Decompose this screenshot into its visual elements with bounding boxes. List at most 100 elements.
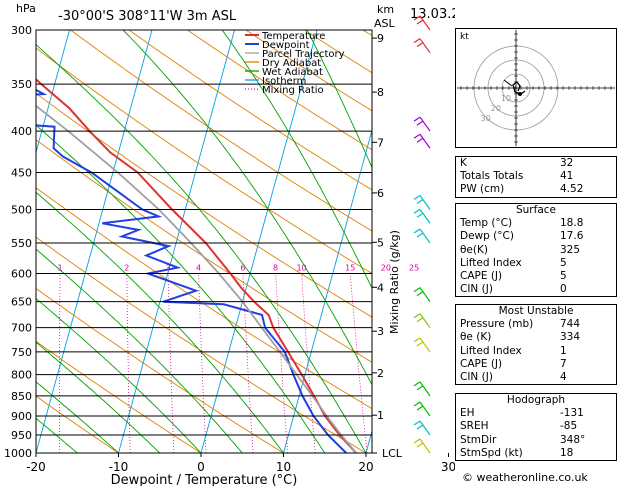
km-tick-label: LCL [382,447,403,460]
plot-frame [35,29,373,454]
datetime-title: 13.03.2022 18GMT (Base: 12) [410,7,455,22]
mixing-ratio-label: 6 [240,264,245,273]
wet-adiabat-line [36,341,161,453]
temperature-profile [36,78,357,453]
wind-barb [419,116,431,132]
wind-barb-flag [416,232,424,238]
wind-barb-flag [413,133,421,139]
x-axis-title: Dewpoint / Temperature (°C) [111,473,298,486]
wind-barb-flag [416,19,424,25]
isotherm-line [36,30,70,154]
wind-barb-flag [416,120,424,126]
wet-adiabat-line [221,30,372,290]
mixing-ratio-label: 3 [166,264,171,273]
pressure-tick-label: 350 [11,78,32,91]
wind-barb-flag [413,438,421,444]
wind-barb-flag [413,337,421,343]
pressure-tick-label: 400 [11,125,32,138]
x-tick-label: 20 [358,460,373,474]
mixing-ratio-label: 8 [273,264,278,273]
pressure-tick-label: 800 [11,369,32,382]
legend [245,34,259,90]
pressure-tick-label: 850 [11,390,32,403]
dry-adiabat-line [36,139,372,363]
mixing-ratio-line [349,273,368,453]
plot-area [36,30,456,454]
index-table-most-unstable: Most Unstable Pressure (mb) 744 θe (K) 334… [455,304,617,386]
legend-label: Temperature [261,31,325,42]
wind-barb [419,401,431,417]
mixing-ratio-label: 25 [409,264,419,273]
km-tick-label: 3 [377,325,384,338]
wind-barb-flag [416,291,424,297]
wet-adiabat-line [306,30,372,169]
wind-barb-flag [416,424,424,430]
hodograph-label: kt [460,32,469,42]
legend-label: Wet Adiabat [262,67,323,78]
hodograph-ring-label: 30 [481,114,491,123]
index-table-top: K 32 Totals Totals 41 PW (cm) 4.52 [455,156,617,198]
mixing-ratio-line [198,273,207,453]
wet-adiabat-line [36,381,119,453]
dry-adiabat-line [36,395,119,453]
wind-barb-flag [413,15,421,21]
km-tick-label: 4 [377,281,384,294]
wind-barb [419,337,431,353]
pressure-tick-label: 900 [11,410,32,423]
km-tick-label: 9 [377,32,384,45]
wind-barb-flag [413,287,421,293]
wind-barb-flag [416,341,424,347]
dry-adiabat-line [422,30,456,453]
pressure-tick-label: 550 [11,237,32,250]
isotherm-line [118,30,235,453]
km-tick-label: 6 [377,187,384,200]
hodograph-ring-label: 20 [491,104,501,113]
wind-barb [419,195,431,210]
pressure-tick-label: 700 [11,322,32,335]
wind-barb [419,438,431,454]
wind-barb-flag [416,385,424,391]
wind-barb [419,381,431,397]
wind-barb [419,38,431,54]
x-tick-label: 10 [276,460,291,474]
pressure-tick-label: 300 [11,24,32,37]
dry-adiabat-line [128,30,372,191]
x-tick-label: 0 [197,460,205,474]
mixing-ratio-label: 2 [124,264,129,273]
km-tick-label: 5 [377,236,384,249]
km-tick-label: 7 [377,136,384,149]
mixing-ratio-label: 20 [381,264,391,273]
km-tick-label: 2 [377,367,384,380]
wind-barb-flag [413,381,421,387]
pressure-unit-label: hPa [16,2,36,15]
pressure-tick-label: 1000 [4,447,32,460]
isotherm-line [36,30,153,453]
x-tick-label: 30 [441,460,455,474]
location-title: -30°00'S 308°11'W 3m ASL [58,9,237,24]
mixing-ratio-label: 15 [345,264,355,273]
pressure-tick-label: 500 [11,203,32,216]
skewt-chart: 1 2 3 4 6 8 10 15 20 2530035040045050055060065070… [4,2,456,486]
wind-barb-flag [413,38,421,44]
x-tick-label: -10 [109,460,129,474]
index-table-hodograph: Hodograph EH -131 SREH -85 StmDir 348° StmS… [455,393,617,462]
wind-barb-flag [413,420,421,426]
index-table-surface: Surface Temp (°C) 18.8 Dewp (°C) 17.6 θe(K… [455,203,617,298]
legend-label: Dewpoint [262,40,310,51]
wind-barb-flag [416,405,424,411]
wind-barb-flag [416,137,424,143]
pressure-tick-label: 950 [11,429,32,442]
wind-barb-flag [413,194,421,200]
legend-label: Mixing Ratio [262,85,324,96]
wind-barb-flag [416,212,424,218]
mixing-ratio-line [126,273,131,453]
height-unit-asl: ASL [374,17,396,30]
wind-barb-flag [416,42,424,48]
wind-barb-flag [413,401,421,407]
dry-adiabat-line [70,30,372,232]
mixing-ratio-line [414,274,435,454]
hodograph-title: Hodograph [506,394,566,406]
pressure-tick-label: 650 [11,296,32,309]
wind-barb [419,15,431,31]
